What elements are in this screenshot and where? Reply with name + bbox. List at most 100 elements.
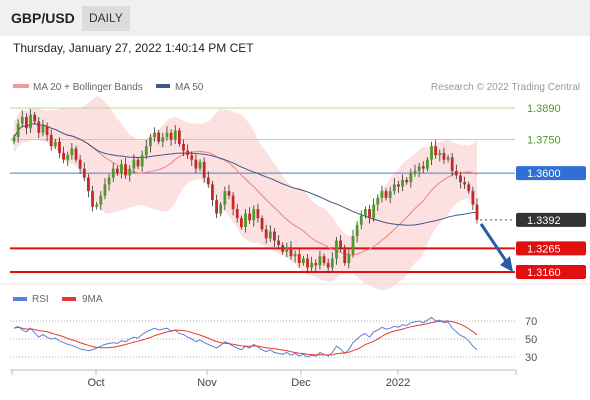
candle-body — [62, 152, 66, 160]
x-axis-labels: Oct Nov Dec 2022 — [11, 370, 517, 389]
candle-body — [206, 177, 210, 185]
x-tick-label: 2022 — [386, 377, 410, 389]
candle-body — [49, 134, 53, 147]
candle-body — [401, 179, 404, 187]
candle-body — [124, 164, 128, 176]
candle-body — [177, 130, 181, 144]
candle-body — [74, 148, 78, 160]
candle-body — [252, 209, 256, 221]
candle-body — [78, 159, 82, 169]
forecast-arrow — [479, 223, 508, 262]
rsi-ma9-line — [13, 320, 478, 356]
header-bar: GBP/USD DAILY — [0, 0, 590, 36]
candle-body — [388, 191, 392, 198]
x-tick-label: Dec — [291, 377, 311, 389]
level-label: 1.3160 — [527, 267, 561, 279]
candle-body — [239, 218, 243, 228]
candle-body — [363, 209, 367, 216]
candle-body — [384, 191, 388, 198]
candle-body — [306, 258, 309, 268]
level-label: 1.3392 — [527, 215, 561, 227]
timestamp: Thursday, January 27, 2022 1:40:14 PM CE… — [13, 41, 254, 55]
forecast-arrow-head — [500, 256, 513, 272]
rsi-legend-label: RSI — [32, 294, 49, 305]
candle-body — [132, 159, 136, 169]
candle-body — [330, 258, 334, 268]
candle-body — [235, 209, 239, 219]
candle-body — [264, 229, 268, 239]
level-tag-pivot — [516, 166, 586, 181]
candle-body — [202, 161, 206, 178]
candle-body — [471, 191, 475, 205]
candle-body — [343, 247, 347, 264]
candle-body — [157, 132, 161, 142]
candle-body — [12, 137, 16, 142]
candle-body — [186, 150, 190, 156]
price-plot: 1.3890 1.3750 1.3600 1.3392 1.3265 1.3160 — [10, 96, 586, 291]
rsi-plot: 70 50 30 — [10, 316, 537, 364]
level-tag-support — [516, 241, 586, 256]
candle-body — [459, 175, 462, 183]
level-tag-support — [516, 265, 586, 279]
x-tick-label: Oct — [87, 377, 104, 389]
candle-body — [111, 168, 115, 178]
ma20-legend-label: MA 20 + Bollinger Bands — [33, 82, 143, 93]
candle-body — [173, 130, 177, 140]
candle-body — [405, 179, 409, 183]
candle-body — [194, 159, 198, 169]
rsi-tick-label: 50 — [525, 334, 537, 346]
candle-body — [198, 161, 202, 169]
candle-body — [268, 231, 272, 239]
candle-body — [450, 157, 454, 171]
candle-body — [120, 164, 123, 174]
candle-body — [153, 132, 156, 138]
candle-body — [293, 254, 297, 257]
candle-body — [248, 213, 252, 221]
candle-body — [223, 191, 227, 205]
candle-body — [107, 177, 111, 185]
candle-body — [37, 121, 41, 133]
rsi-legend-swatch — [13, 297, 27, 301]
candle-body — [281, 245, 285, 252]
bollinger-band — [14, 96, 477, 291]
candle-body — [161, 137, 165, 142]
candle-body — [128, 168, 132, 176]
candle-body — [322, 256, 326, 264]
level-label: 1.3890 — [527, 103, 561, 115]
candle-body — [454, 170, 458, 176]
candle-body — [417, 166, 421, 171]
level-label: 1.3265 — [527, 243, 561, 255]
candle-body — [347, 254, 351, 264]
symbol-title: GBP/USD — [11, 10, 75, 26]
candle-body — [144, 146, 148, 156]
candle-body — [310, 263, 314, 268]
level-label: 1.3750 — [527, 134, 561, 146]
period-button[interactable]: DAILY — [82, 6, 130, 31]
candle-body — [335, 240, 338, 259]
candle-body — [326, 263, 330, 268]
candle-body — [169, 132, 173, 140]
candle-body — [211, 184, 214, 201]
candle-body — [91, 191, 94, 207]
copyright: Research © 2022 Trading Central — [431, 82, 580, 93]
candle-body — [165, 132, 169, 138]
candle-body — [277, 240, 280, 246]
rsi-tick-label: 30 — [525, 352, 537, 364]
candle-body — [16, 123, 20, 138]
candle-body — [397, 184, 400, 187]
candle-body — [87, 177, 90, 192]
candle-body — [99, 195, 103, 205]
candle-body — [182, 143, 185, 151]
candle-body — [446, 157, 450, 160]
rsi-tick-label: 70 — [525, 316, 537, 328]
candle-body — [359, 215, 363, 225]
rsi-line — [13, 316, 478, 358]
level-label: 1.3600 — [527, 168, 561, 180]
candle-body — [260, 218, 264, 230]
candle-body — [244, 213, 247, 228]
candle-body — [372, 204, 376, 219]
candle-body — [297, 254, 301, 264]
ma9-legend-label: 9MA — [82, 294, 103, 305]
candle-body — [430, 146, 433, 160]
candle-body — [301, 258, 305, 264]
